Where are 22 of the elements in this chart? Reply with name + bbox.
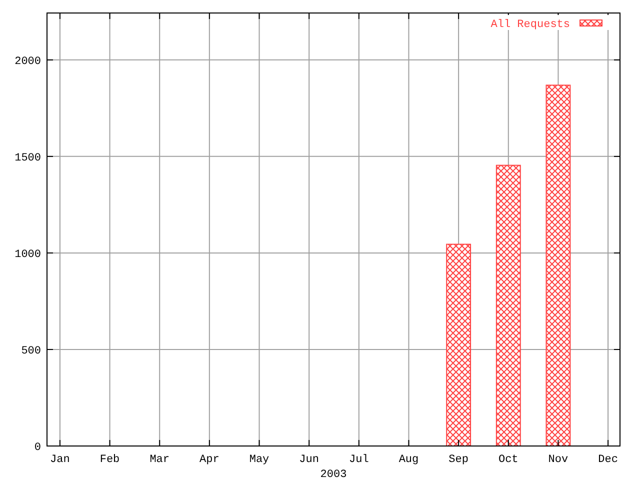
x-tick-label: Sep: [448, 454, 468, 466]
y-tick-label: 1000: [14, 248, 41, 261]
x-axis-title: 2003: [320, 469, 347, 480]
y-tick-label: 0: [34, 442, 41, 454]
x-tick-label: May: [249, 454, 270, 466]
bar: [546, 84, 571, 446]
y-tick-label: 500: [21, 345, 41, 358]
bar: [446, 244, 472, 446]
x-tick-label: Jan: [50, 454, 70, 466]
x-tick-label: Mar: [150, 454, 170, 466]
y-tick-label: 1500: [14, 152, 41, 164]
x-tick-label: Nov: [548, 454, 569, 466]
x-tick-label: Aug: [398, 454, 419, 466]
x-tick-label: Apr: [200, 454, 220, 466]
x-tick-label: Feb: [100, 454, 120, 466]
x-tick-label: Dec: [598, 454, 618, 466]
legend-label: All Requests: [490, 19, 570, 31]
bar: [496, 164, 521, 446]
y-tick-label: 2000: [14, 56, 41, 68]
x-tick-label: Oct: [498, 454, 518, 466]
x-tick-label: Jun: [299, 454, 319, 466]
x-tick-label: Jul: [349, 454, 369, 466]
